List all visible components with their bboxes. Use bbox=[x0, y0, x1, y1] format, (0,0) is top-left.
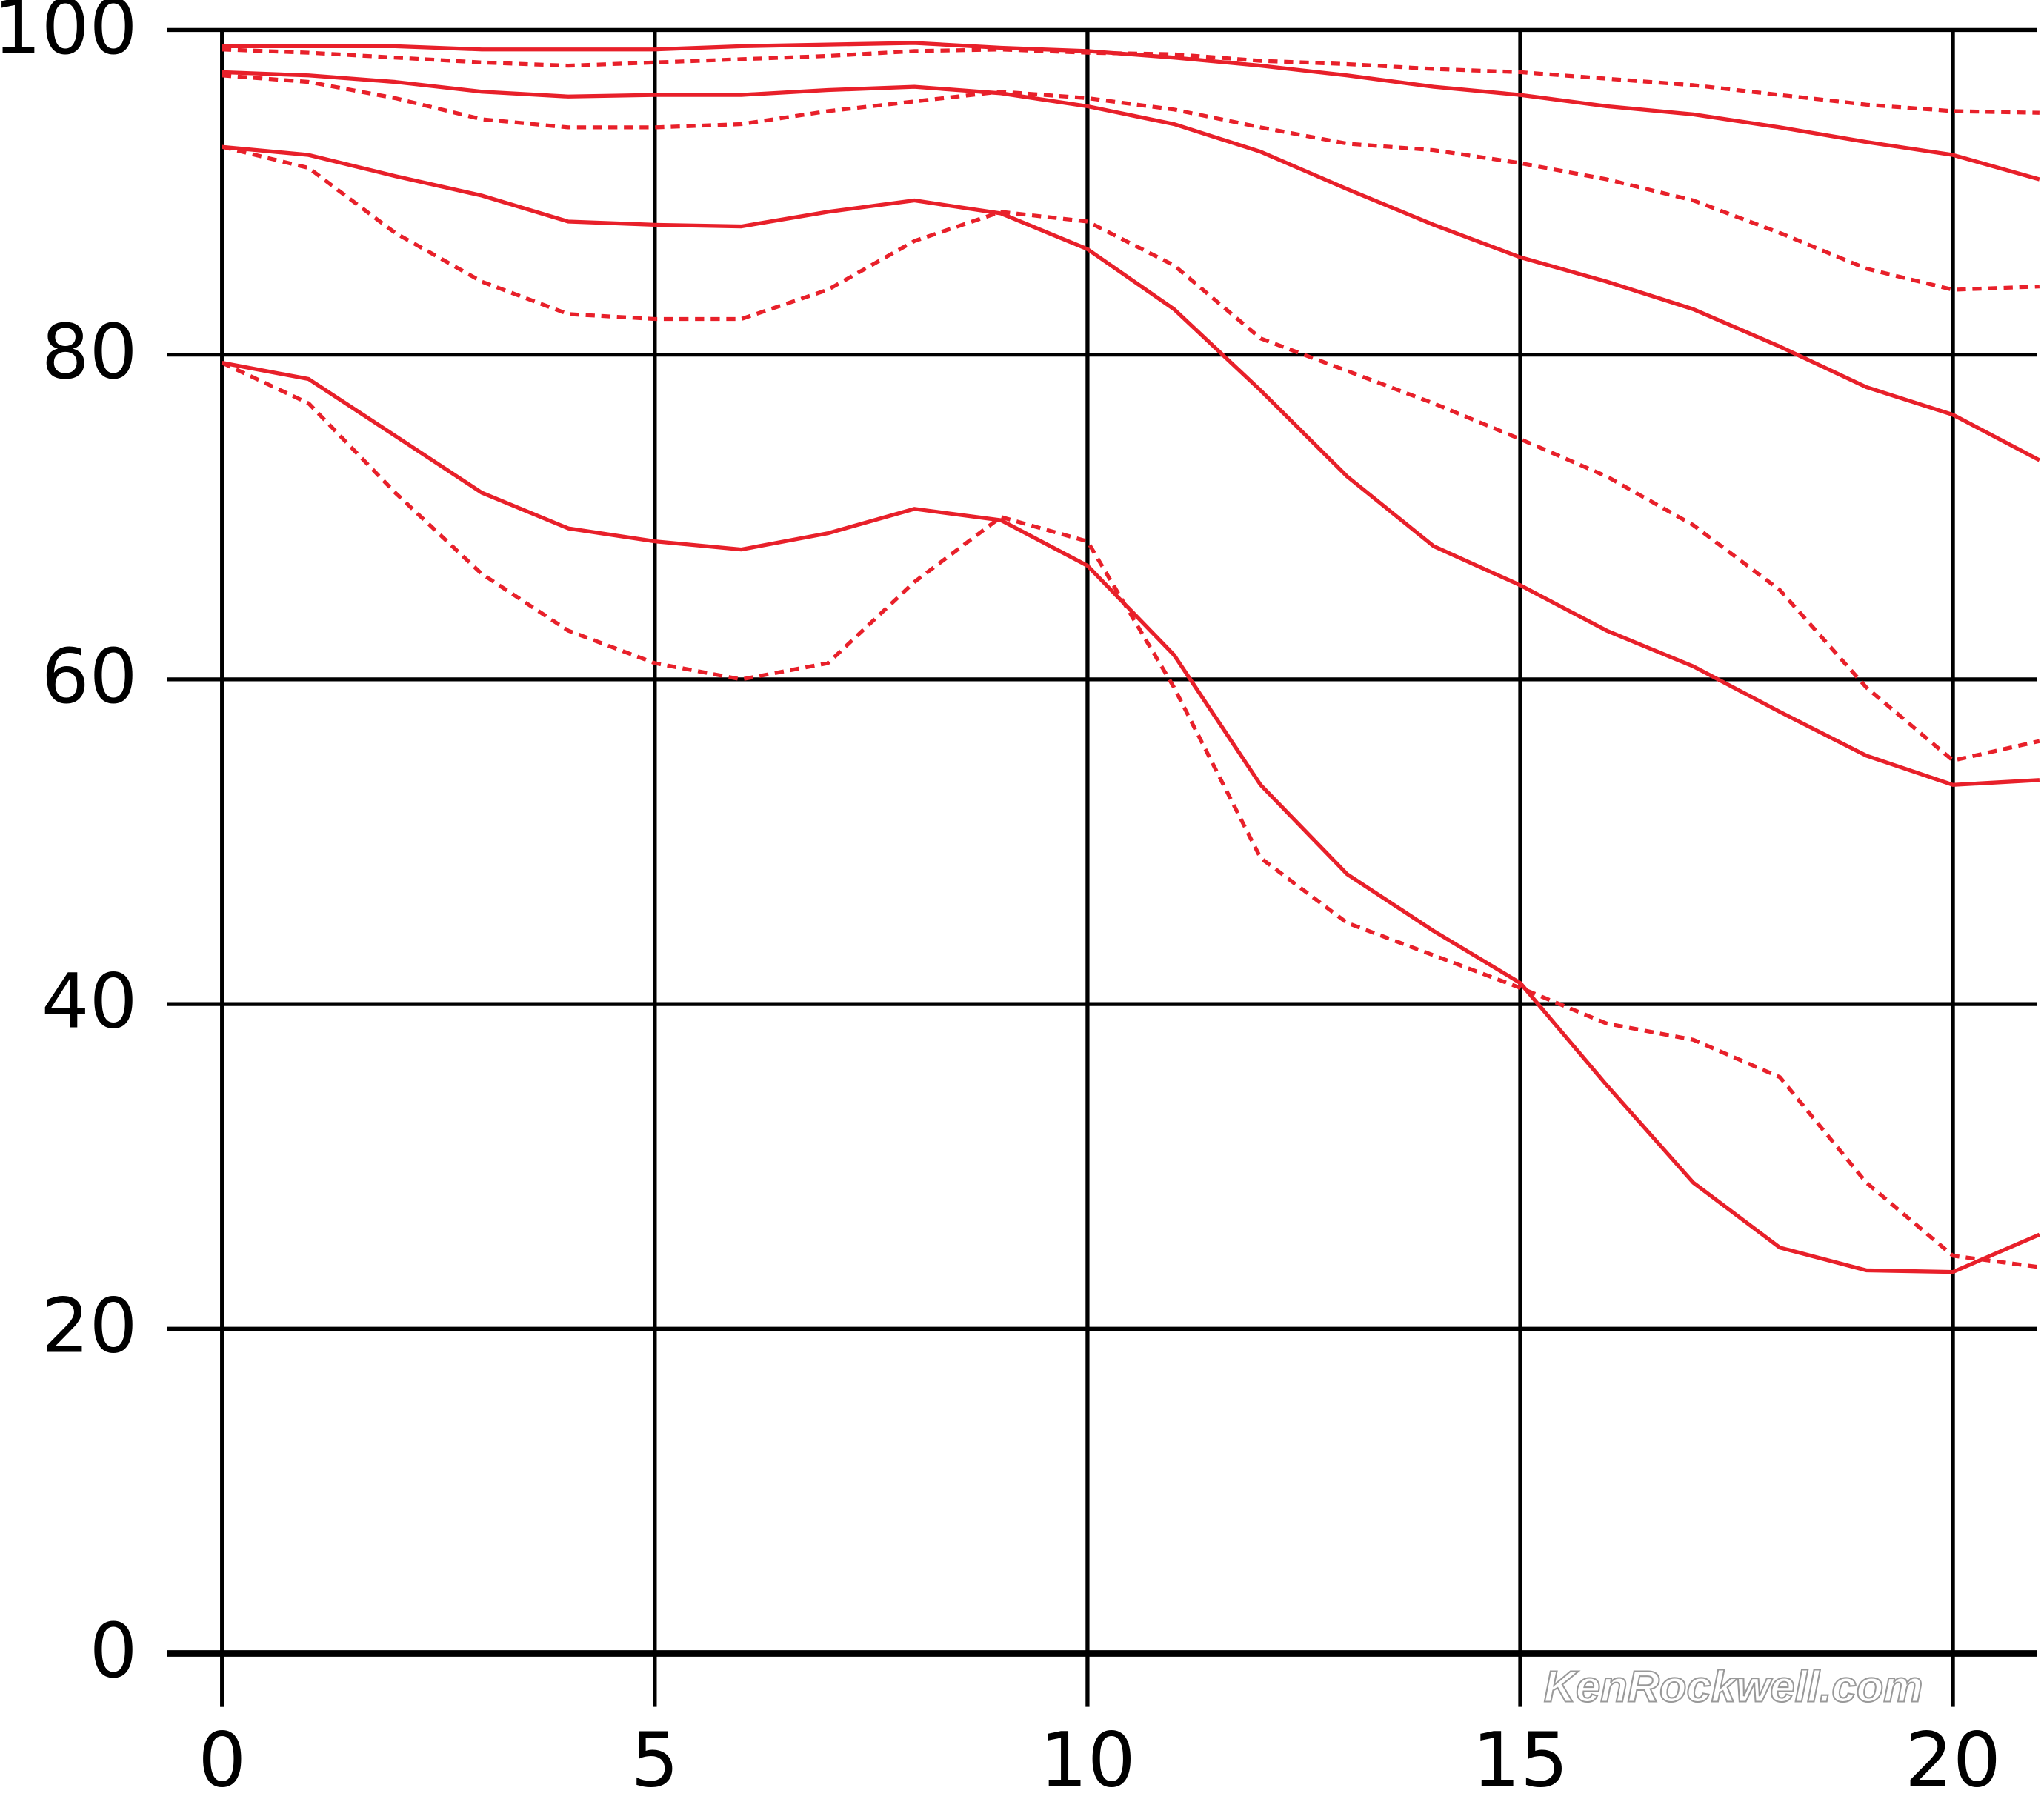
mtf-line bbox=[222, 361, 2040, 1274]
y-tick-label: 100 bbox=[0, 0, 137, 72]
y-tick-label: 20 bbox=[41, 1283, 138, 1371]
x-tick-label: 20 bbox=[1905, 1717, 2001, 1802]
mtf-line bbox=[222, 47, 2040, 115]
mtf-line bbox=[222, 70, 2041, 462]
mtf-line bbox=[221, 361, 2040, 1269]
mtf-line bbox=[222, 73, 2040, 292]
y-tick-label: 60 bbox=[41, 633, 138, 721]
y-tick-label: 0 bbox=[90, 1607, 138, 1695]
y-tick-label: 40 bbox=[41, 957, 138, 1045]
mtf-line bbox=[222, 144, 2040, 787]
x-tick-label: 15 bbox=[1472, 1717, 1568, 1802]
x-tick-label: 5 bbox=[630, 1717, 679, 1802]
watermark: KenRockwell.com bbox=[1544, 1662, 1923, 1712]
mtf-line bbox=[222, 144, 2040, 763]
x-tick-label: 10 bbox=[1039, 1717, 1136, 1802]
y-tick-label: 80 bbox=[41, 308, 138, 396]
x-tick-label: 0 bbox=[198, 1717, 246, 1802]
